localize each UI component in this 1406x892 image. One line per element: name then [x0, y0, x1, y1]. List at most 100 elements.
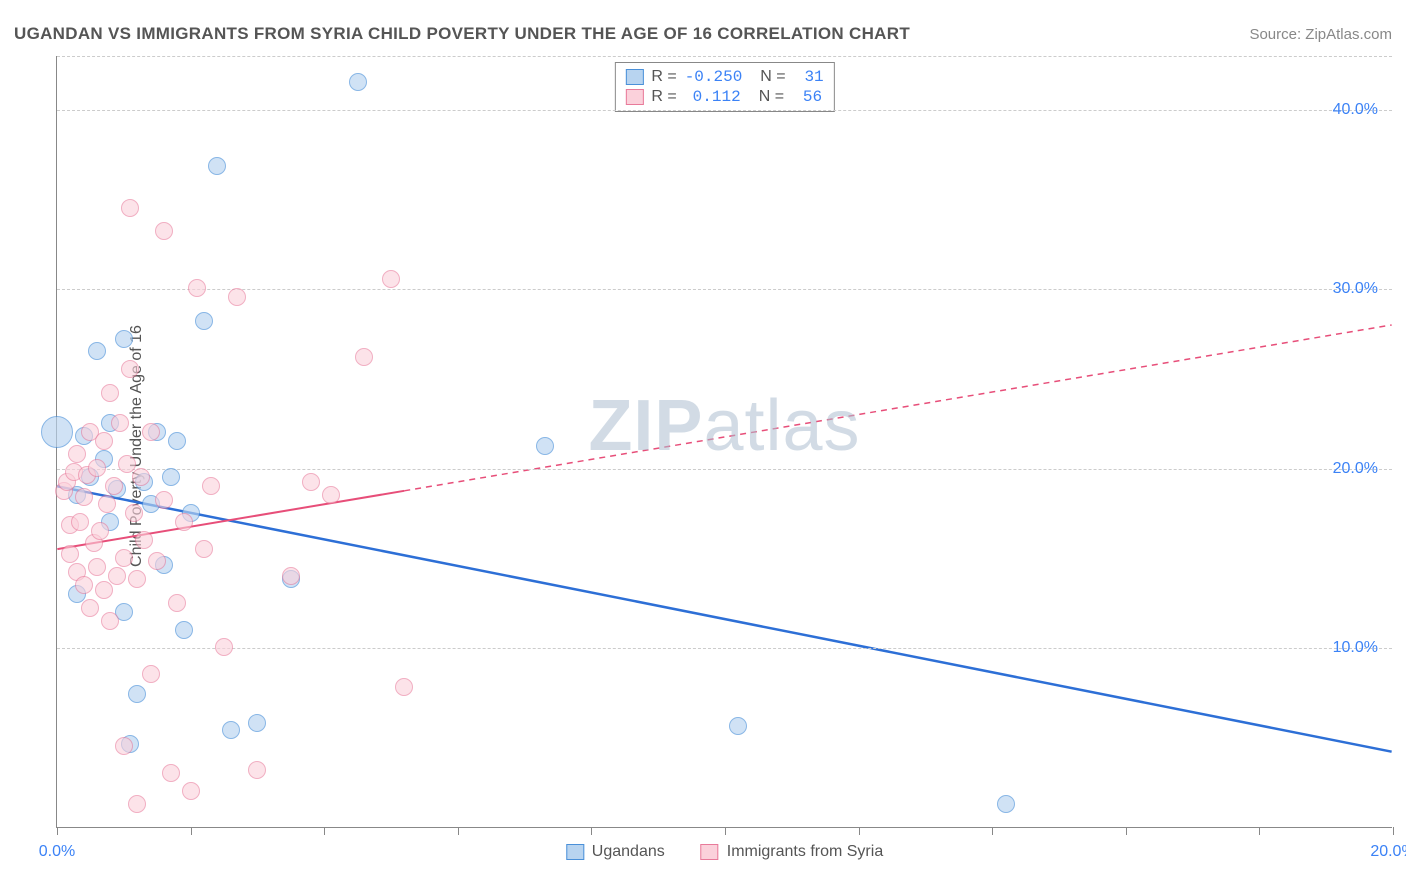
- scatter-point: [115, 737, 133, 755]
- y-tick-label: 30.0%: [1333, 280, 1378, 298]
- y-tick-label: 40.0%: [1333, 101, 1378, 119]
- scatter-point: [175, 513, 193, 531]
- scatter-point: [95, 581, 113, 599]
- scatter-point: [61, 545, 79, 563]
- legend-item: Ugandans: [566, 843, 665, 861]
- gridline: [57, 469, 1392, 470]
- gridline: [57, 110, 1392, 111]
- scatter-point: [729, 717, 747, 735]
- watermark: ZIPatlas: [588, 385, 860, 467]
- x-tick: [859, 827, 860, 835]
- scatter-point: [215, 638, 233, 656]
- y-tick-label: 20.0%: [1333, 460, 1378, 478]
- scatter-point: [175, 621, 193, 639]
- scatter-point: [302, 473, 320, 491]
- scatter-point: [148, 552, 166, 570]
- scatter-point: [536, 437, 554, 455]
- scatter-point: [208, 157, 226, 175]
- scatter-point: [182, 782, 200, 800]
- chart-container: UGANDAN VS IMMIGRANTS FROM SYRIA CHILD P…: [0, 0, 1406, 892]
- x-tick: [57, 827, 58, 835]
- scatter-point: [121, 360, 139, 378]
- scatter-point: [132, 468, 150, 486]
- scatter-point: [997, 795, 1015, 813]
- x-tick: [1126, 827, 1127, 835]
- stats-n-value: 56: [792, 88, 822, 106]
- legend-label: Ugandans: [592, 843, 665, 861]
- scatter-point: [68, 445, 86, 463]
- scatter-point: [81, 599, 99, 617]
- scatter-point: [91, 522, 109, 540]
- stats-n-label: N =: [760, 68, 785, 86]
- scatter-point: [162, 764, 180, 782]
- scatter-point: [382, 270, 400, 288]
- scatter-point: [228, 288, 246, 306]
- x-tick: [725, 827, 726, 835]
- scatter-point: [248, 714, 266, 732]
- scatter-point: [115, 549, 133, 567]
- scatter-point: [155, 222, 173, 240]
- legend-swatch: [701, 844, 719, 860]
- scatter-point: [125, 504, 143, 522]
- stats-r-value: 0.112: [685, 88, 741, 106]
- scatter-point: [155, 491, 173, 509]
- scatter-point: [395, 678, 413, 696]
- scatter-point: [142, 665, 160, 683]
- scatter-point: [88, 558, 106, 576]
- legend: Ugandans Immigrants from Syria: [566, 843, 883, 861]
- scatter-point: [98, 495, 116, 513]
- scatter-point: [75, 576, 93, 594]
- stats-swatch: [625, 69, 643, 85]
- scatter-point: [115, 330, 133, 348]
- legend-label: Immigrants from Syria: [727, 843, 883, 861]
- scatter-point: [88, 342, 106, 360]
- scatter-point: [128, 570, 146, 588]
- x-tick-label: 0.0%: [39, 843, 75, 861]
- scatter-point: [168, 432, 186, 450]
- scatter-point: [355, 348, 373, 366]
- scatter-point: [128, 795, 146, 813]
- scatter-point: [222, 721, 240, 739]
- x-tick: [992, 827, 993, 835]
- scatter-point: [168, 594, 186, 612]
- scatter-point: [105, 477, 123, 495]
- scatter-point: [101, 612, 119, 630]
- x-tick: [191, 827, 192, 835]
- stats-row: R = -0.250 N = 31: [625, 67, 823, 87]
- stats-box: R = -0.250 N = 31 R = 0.112 N = 56: [614, 62, 834, 112]
- x-tick: [458, 827, 459, 835]
- x-tick-label: 20.0%: [1370, 843, 1406, 861]
- scatter-point: [111, 414, 129, 432]
- scatter-point: [95, 432, 113, 450]
- regression-lines-layer: [57, 56, 1392, 827]
- source-attribution: Source: ZipAtlas.com: [1249, 26, 1392, 43]
- gridline: [57, 648, 1392, 649]
- scatter-point: [282, 567, 300, 585]
- scatter-point: [195, 540, 213, 558]
- stats-swatch: [625, 89, 643, 105]
- stats-r-label: R =: [651, 68, 676, 86]
- scatter-point: [75, 488, 93, 506]
- scatter-point: [41, 416, 73, 448]
- stats-n-value: 31: [794, 68, 824, 86]
- gridline: [57, 289, 1392, 290]
- regression-line-solid: [57, 486, 1391, 751]
- stats-r-label: R =: [651, 88, 676, 106]
- x-tick: [324, 827, 325, 835]
- scatter-point: [142, 423, 160, 441]
- scatter-point: [248, 761, 266, 779]
- x-tick: [1259, 827, 1260, 835]
- scatter-point: [162, 468, 180, 486]
- stats-n-label: N =: [759, 88, 784, 106]
- scatter-point: [101, 384, 119, 402]
- legend-item: Immigrants from Syria: [701, 843, 883, 861]
- scatter-point: [202, 477, 220, 495]
- scatter-point: [322, 486, 340, 504]
- legend-swatch: [566, 844, 584, 860]
- x-tick: [591, 827, 592, 835]
- y-tick-label: 10.0%: [1333, 639, 1378, 657]
- regression-line-dashed: [404, 325, 1391, 491]
- scatter-point: [349, 73, 367, 91]
- chart-title: UGANDAN VS IMMIGRANTS FROM SYRIA CHILD P…: [14, 24, 910, 44]
- stats-r-value: -0.250: [685, 68, 743, 86]
